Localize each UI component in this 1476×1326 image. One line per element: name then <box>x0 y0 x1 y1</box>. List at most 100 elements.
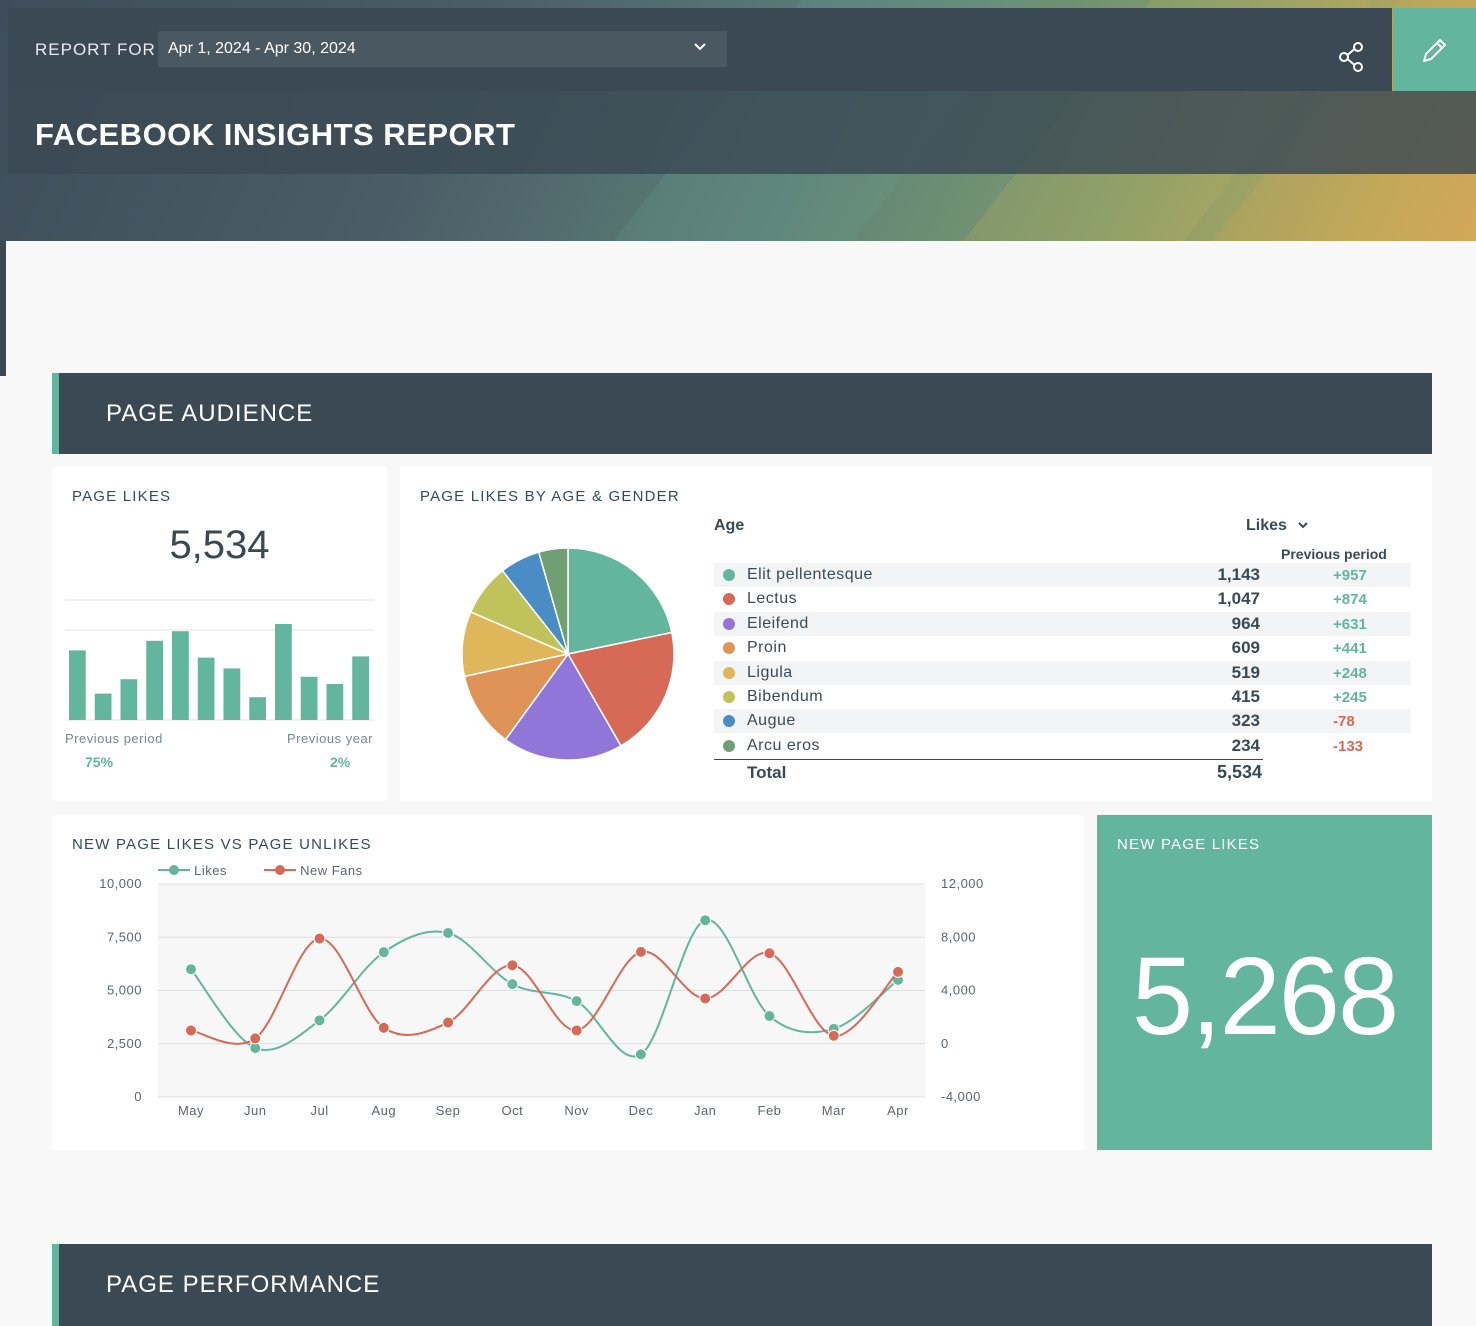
page-title: FACEBOOK INSIGHTS REPORT <box>35 117 516 152</box>
data-point[interactable] <box>892 965 904 978</box>
x-tick: Sep <box>436 1103 461 1118</box>
legend-likes-marker <box>158 865 190 875</box>
pie-slice[interactable] <box>537 547 569 655</box>
row-change: -78 <box>1333 713 1355 731</box>
table-row: Ligula 519 +248 <box>714 660 1411 685</box>
y-left-tick: 5,000 <box>107 983 142 998</box>
age-gender-pie-chart <box>461 547 675 761</box>
data-point[interactable] <box>442 1016 455 1029</box>
chevron-down-icon <box>1298 522 1309 529</box>
table-row: Arcu eros 234 -133 <box>714 734 1411 758</box>
table-row: Eleifend 964 +631 <box>714 611 1411 636</box>
row-value: 323 <box>1231 711 1260 731</box>
section-header-audience: PAGE AUDIENCE <box>52 373 1432 454</box>
left-edge-strip <box>0 241 6 376</box>
bar[interactable] <box>120 679 138 720</box>
y-right-tick: -4,000 <box>941 1089 981 1104</box>
data-point[interactable] <box>699 992 712 1005</box>
bar[interactable] <box>326 684 344 720</box>
row-value: 519 <box>1231 662 1260 682</box>
pie-slice[interactable] <box>504 652 622 761</box>
pie-slice[interactable] <box>567 547 673 655</box>
y-left-tick: 0 <box>134 1089 142 1104</box>
row-label: Ligula <box>747 663 793 681</box>
legend-new-fans[interactable]: New Fans <box>264 863 363 878</box>
data-point[interactable] <box>377 1021 390 1034</box>
data-point[interactable] <box>634 945 647 958</box>
data-point[interactable] <box>570 995 583 1008</box>
prev-period-value: 75% <box>85 754 114 770</box>
row-value: 609 <box>1231 638 1260 658</box>
table-row: Elit pellentesque 1,143 +957 <box>714 563 1411 587</box>
date-range-select[interactable]: Apr 1, 2024 - Apr 30, 2024 <box>158 31 727 67</box>
y-right-tick: 8,000 <box>941 929 976 944</box>
line-chart-title: NEW PAGE LIKES VS PAGE UNLIKES <box>72 836 372 853</box>
x-tick: Dec <box>629 1103 654 1118</box>
row-value: 1,047 <box>1217 589 1260 609</box>
legend-dot <box>723 617 735 630</box>
legend-likes[interactable]: Likes <box>158 863 227 878</box>
x-tick: Jun <box>244 1103 266 1118</box>
bar[interactable] <box>69 650 86 720</box>
bar[interactable] <box>172 631 189 720</box>
x-tick: Mar <box>822 1103 846 1118</box>
data-point[interactable] <box>827 1029 840 1042</box>
data-point[interactable] <box>763 947 776 960</box>
data-point[interactable] <box>313 932 326 945</box>
bar[interactable] <box>197 657 215 720</box>
bar[interactable] <box>249 697 266 720</box>
bar[interactable] <box>146 640 163 720</box>
section-title-performance: PAGE PERFORMANCE <box>106 1271 381 1298</box>
bar[interactable] <box>275 624 292 720</box>
data-point[interactable] <box>634 1048 647 1061</box>
table-row: Augue 323 -78 <box>714 709 1411 734</box>
page-likes-value: 5,534 <box>169 523 270 567</box>
pie-slice[interactable] <box>463 652 570 741</box>
row-change: -133 <box>1333 737 1364 755</box>
chevron-down-icon <box>694 43 706 51</box>
page-likes-card: PAGE LIKES 5,534 Previous period Previou… <box>52 467 387 801</box>
data-point[interactable] <box>506 978 519 991</box>
y-right-tick: 0 <box>941 1036 949 1051</box>
data-point[interactable] <box>442 926 455 939</box>
likes-vs-unlikes-card: NEW PAGE LIKES VS PAGE UNLIKES Likes New… <box>52 815 1084 1150</box>
data-point[interactable] <box>377 946 390 959</box>
data-point[interactable] <box>699 914 712 927</box>
data-point[interactable] <box>570 1024 583 1037</box>
data-point[interactable] <box>506 959 519 972</box>
report-title-bar: FACEBOOK INSIGHTS REPORT <box>8 91 1476 174</box>
row-label: Lectus <box>747 590 798 608</box>
col-header-likes-label: Likes <box>1246 517 1287 534</box>
page-likes-title: PAGE LIKES <box>72 488 172 505</box>
x-tick: Feb <box>758 1103 782 1118</box>
legend-dot <box>723 715 735 728</box>
row-value: 1,143 <box>1217 565 1260 584</box>
bar[interactable] <box>223 668 241 720</box>
row-value: 964 <box>1231 613 1260 633</box>
edit-button[interactable] <box>1393 8 1476 91</box>
prev-year-label: Previous year <box>287 731 373 746</box>
date-range-value: Apr 1, 2024 - Apr 30, 2024 <box>168 40 356 57</box>
age-gender-card: PAGE LIKES BY AGE & GENDER Age Likes Pre… <box>400 467 1432 801</box>
new-page-likes-title: NEW PAGE LIKES <box>1117 836 1261 853</box>
x-tick: Jul <box>310 1103 328 1118</box>
row-value: 415 <box>1231 687 1260 706</box>
table-row: Lectus 1,047 +874 <box>714 587 1411 611</box>
data-point[interactable] <box>313 1014 326 1027</box>
col-header-likes[interactable]: Likes <box>1246 517 1309 535</box>
share-icon[interactable] <box>1336 41 1368 73</box>
bar[interactable] <box>94 693 112 720</box>
pie-slice[interactable] <box>566 631 675 747</box>
data-point[interactable] <box>185 1024 197 1037</box>
data-point[interactable] <box>763 1010 776 1023</box>
bar[interactable] <box>300 676 318 720</box>
bar[interactable] <box>352 656 369 720</box>
row-label: Eleifend <box>747 614 809 632</box>
legend-new-fans-label: New Fans <box>300 863 363 878</box>
y-right-tick: 4,000 <box>941 983 976 998</box>
data-point[interactable] <box>185 963 197 976</box>
report-for-label: REPORT FOR <box>35 40 156 59</box>
row-label: Augue <box>747 712 796 730</box>
data-point[interactable] <box>249 1032 262 1045</box>
table-row: Bibendum 415 +245 <box>714 685 1411 709</box>
